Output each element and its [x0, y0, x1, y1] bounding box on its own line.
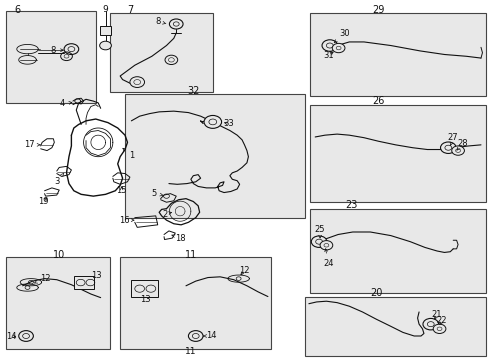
- Text: 24: 24: [323, 249, 333, 268]
- Text: 9: 9: [102, 5, 108, 14]
- Text: 14: 14: [203, 332, 216, 341]
- Circle shape: [432, 324, 445, 333]
- Text: 27: 27: [447, 133, 458, 145]
- Bar: [100, 26, 111, 35]
- Circle shape: [188, 330, 203, 341]
- Text: 8: 8: [155, 17, 165, 26]
- Text: 5: 5: [151, 189, 163, 198]
- Circle shape: [164, 55, 177, 64]
- Text: 12: 12: [239, 266, 249, 275]
- Text: 6: 6: [15, 5, 21, 15]
- Text: 13: 13: [140, 294, 150, 303]
- Text: 12: 12: [35, 274, 51, 283]
- Text: 11: 11: [184, 250, 197, 260]
- Circle shape: [322, 40, 337, 51]
- Circle shape: [451, 146, 464, 155]
- Text: 7: 7: [126, 5, 133, 15]
- Bar: [5, 12, 96, 103]
- Text: 21: 21: [431, 310, 442, 319]
- Bar: [305, 297, 485, 356]
- Text: 17: 17: [23, 140, 40, 149]
- Circle shape: [320, 240, 332, 250]
- Bar: [310, 209, 485, 293]
- Bar: [125, 94, 305, 218]
- Text: 28: 28: [456, 139, 468, 150]
- Text: 30: 30: [333, 29, 349, 42]
- Circle shape: [422, 319, 438, 330]
- Circle shape: [331, 43, 344, 53]
- Bar: [110, 13, 212, 92]
- Text: 4: 4: [60, 99, 72, 108]
- Bar: [74, 276, 94, 289]
- Text: 15: 15: [116, 185, 126, 194]
- Text: 14: 14: [6, 332, 17, 341]
- Text: 18: 18: [172, 234, 185, 243]
- Text: 20: 20: [369, 288, 382, 298]
- Bar: [310, 13, 485, 96]
- Circle shape: [440, 142, 455, 153]
- Text: 31: 31: [323, 51, 333, 60]
- Text: 10: 10: [53, 250, 65, 260]
- Text: 23: 23: [345, 200, 357, 210]
- Text: 29: 29: [372, 5, 384, 15]
- Text: 11: 11: [185, 347, 196, 356]
- Text: 3: 3: [54, 173, 64, 186]
- Text: 32: 32: [187, 86, 199, 96]
- Circle shape: [19, 330, 33, 341]
- Text: 13: 13: [91, 270, 102, 279]
- Text: 16: 16: [119, 216, 134, 225]
- Circle shape: [130, 77, 144, 87]
- Bar: [120, 257, 271, 348]
- Circle shape: [203, 116, 221, 129]
- Text: 1: 1: [122, 148, 134, 160]
- Circle shape: [100, 41, 111, 50]
- Text: 19: 19: [38, 197, 48, 206]
- Bar: [5, 257, 110, 348]
- Text: 8: 8: [51, 46, 63, 55]
- Bar: [131, 280, 158, 297]
- Text: 33: 33: [223, 119, 234, 128]
- Text: 22: 22: [436, 316, 447, 325]
- Text: 2: 2: [162, 210, 171, 219]
- Text: 26: 26: [372, 96, 384, 106]
- Circle shape: [311, 236, 326, 247]
- Bar: [310, 105, 485, 202]
- Text: 25: 25: [314, 225, 325, 238]
